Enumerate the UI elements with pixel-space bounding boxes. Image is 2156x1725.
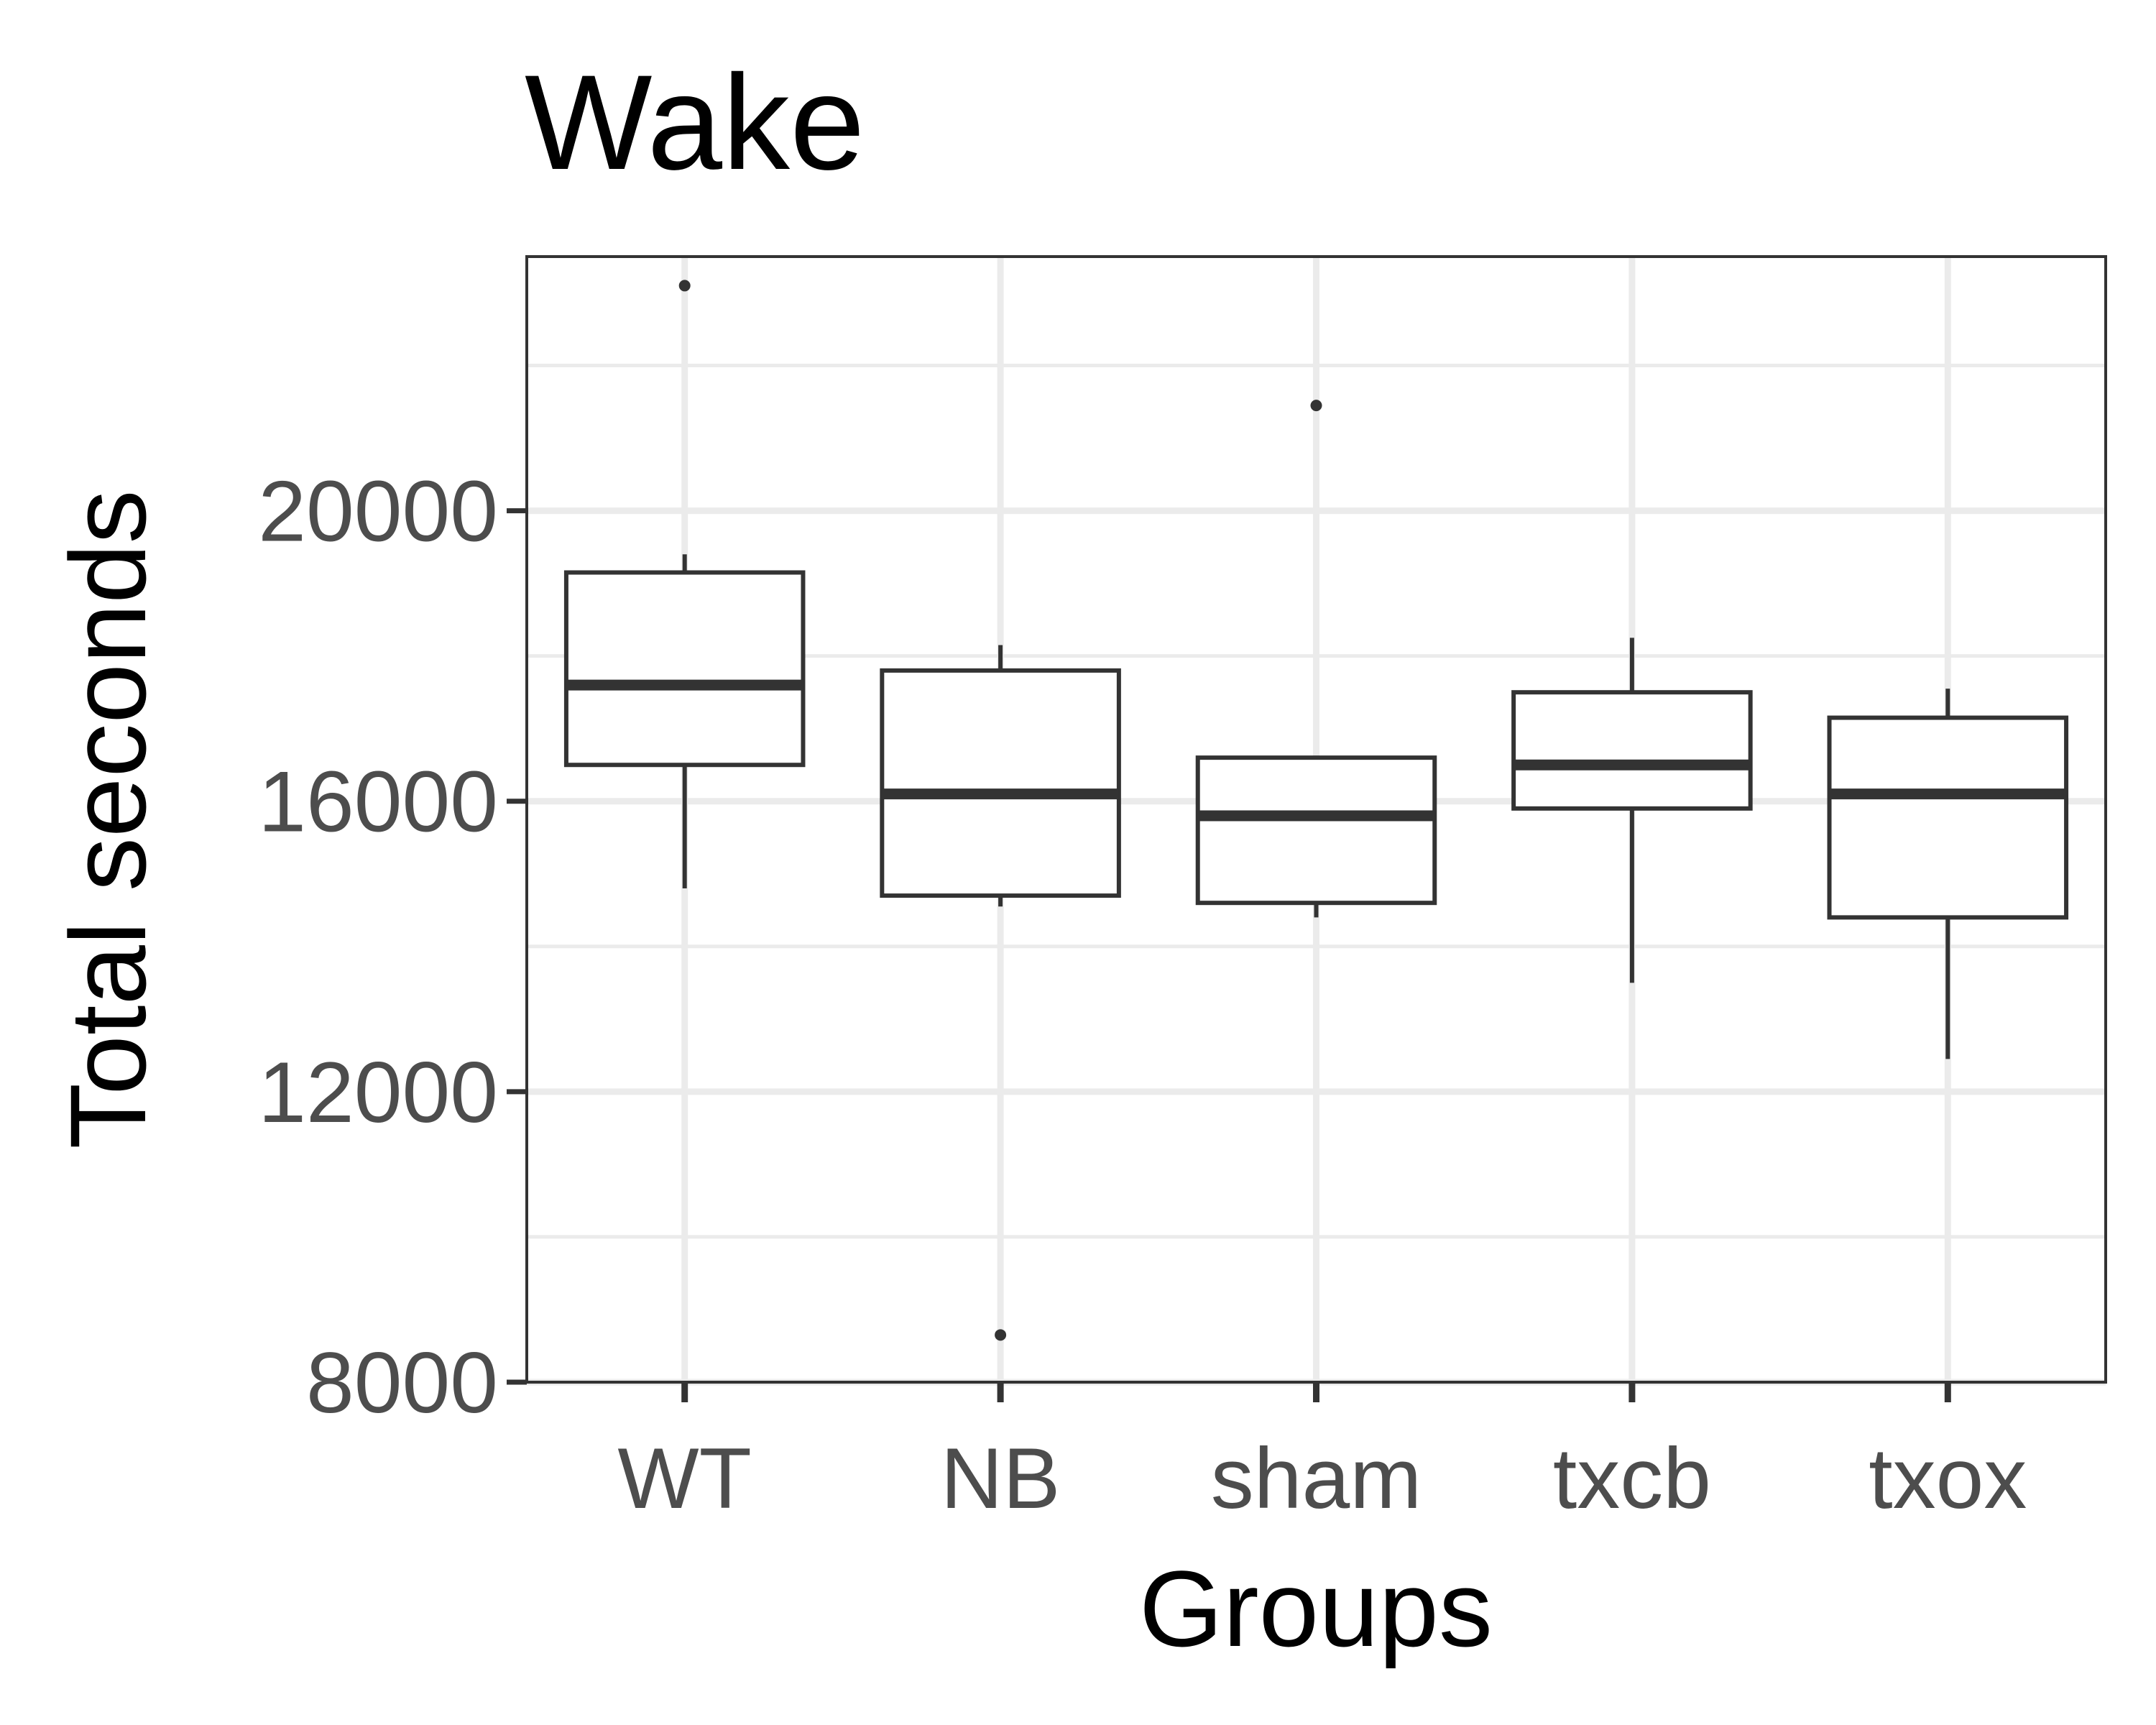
x-axis-title: Groups — [1139, 1548, 1493, 1669]
box-iqr-NB — [880, 668, 1121, 898]
outlier-sham — [1310, 400, 1322, 412]
y-tick-label: 12000 — [258, 1044, 498, 1141]
y-tick-label: 16000 — [258, 754, 498, 850]
x-tick-label-WT: WT — [617, 1430, 752, 1527]
box-iqr-sham — [1195, 755, 1437, 906]
box-NB — [880, 645, 1121, 1341]
outlier-NB — [995, 1329, 1007, 1341]
x-tick-label-NB: NB — [941, 1430, 1061, 1527]
chart-title: Wake — [525, 47, 865, 198]
box-sham — [1195, 400, 1437, 918]
y-tick-label: 8000 — [306, 1335, 498, 1431]
box-iqr-WT — [563, 570, 806, 768]
box-WT — [563, 280, 806, 888]
box-iqr-txcb — [1511, 690, 1753, 811]
box-layer — [563, 280, 2069, 1341]
box-txox — [1827, 689, 2069, 1059]
y-tick-label: 20000 — [258, 464, 498, 560]
x-tick-label-sham: sham — [1211, 1430, 1422, 1527]
box-txcb — [1511, 638, 1753, 983]
y-axis-title: Total seconds — [47, 489, 168, 1149]
box-iqr-txox — [1827, 715, 2069, 920]
x-tick-label-txcb: txcb — [1553, 1430, 1711, 1527]
axes: 8000 12000 16000 20000 WT NB sham txcb txox — [258, 464, 2027, 1527]
outlier-WT — [678, 280, 691, 292]
x-tick-label-txox: txox — [1869, 1430, 2027, 1527]
